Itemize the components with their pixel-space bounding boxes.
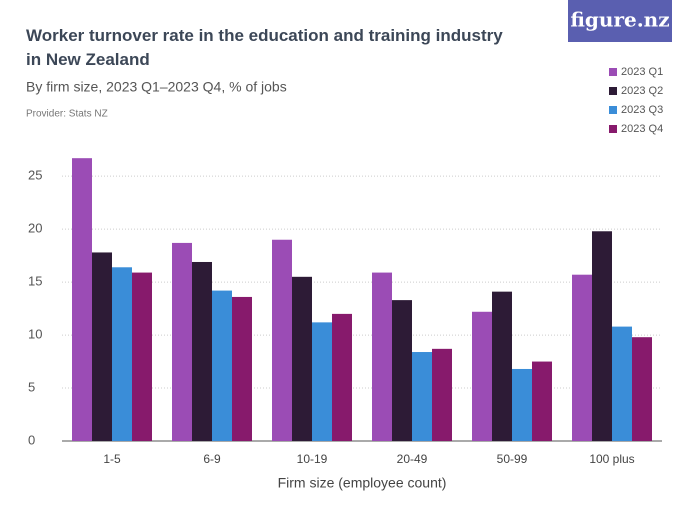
provider: Provider: Stats NZ: [26, 109, 108, 120]
x-tick-label: 10-19: [297, 452, 328, 466]
x-tick-label: 100 plus: [589, 452, 634, 466]
bar: [112, 267, 132, 441]
bar: [532, 361, 552, 441]
legend-swatch: [609, 68, 617, 76]
x-tick-label: 20-49: [397, 452, 428, 466]
bar: [632, 337, 652, 441]
bar: [72, 158, 92, 441]
bar: [132, 272, 152, 441]
y-tick-label: 15: [28, 274, 42, 289]
legend-label: 2023 Q4: [621, 123, 663, 135]
x-axis-label: Firm size (employee count): [278, 475, 447, 491]
legend-swatch: [609, 125, 617, 133]
y-tick-label: 0: [28, 432, 35, 447]
bar: [92, 252, 112, 441]
bar: [212, 290, 232, 441]
bar: [292, 276, 312, 441]
logo-box: [568, 0, 672, 42]
bar: [372, 272, 392, 441]
logo: figure.nz: [570, 8, 669, 32]
legend-swatch: [609, 106, 617, 114]
bar: [232, 296, 252, 441]
x-tick-label: 1-5: [103, 452, 121, 466]
bar: [432, 348, 452, 441]
legend-label: 2023 Q3: [621, 104, 663, 116]
x-tick-label: 6-9: [203, 452, 221, 466]
chart-title: Worker turnover rate in the education an…: [26, 26, 503, 69]
bar: [172, 242, 192, 441]
x-tick-label: 50-99: [497, 452, 528, 466]
legend-label: 2023 Q2: [621, 85, 663, 97]
y-tick-label: 10: [28, 327, 42, 342]
y-tick-label: 20: [28, 221, 42, 236]
bar: [192, 261, 212, 441]
bar: [492, 291, 512, 441]
chart-subtitle: By firm size, 2023 Q1–2023 Q4, % of jobs: [26, 79, 287, 95]
y-tick-label: 5: [28, 379, 35, 394]
y-tick-label: 25: [28, 168, 42, 183]
legend-swatch: [609, 87, 617, 95]
bar: [572, 274, 592, 441]
bar: [592, 231, 612, 441]
legend-label: 2023 Q1: [621, 66, 663, 78]
bar: [472, 311, 492, 441]
bar: [272, 239, 292, 441]
bar: [332, 313, 352, 441]
bar: [392, 300, 412, 441]
bar: [512, 368, 532, 441]
bar: [412, 352, 432, 441]
bar: [312, 322, 332, 441]
bar: [612, 326, 632, 441]
